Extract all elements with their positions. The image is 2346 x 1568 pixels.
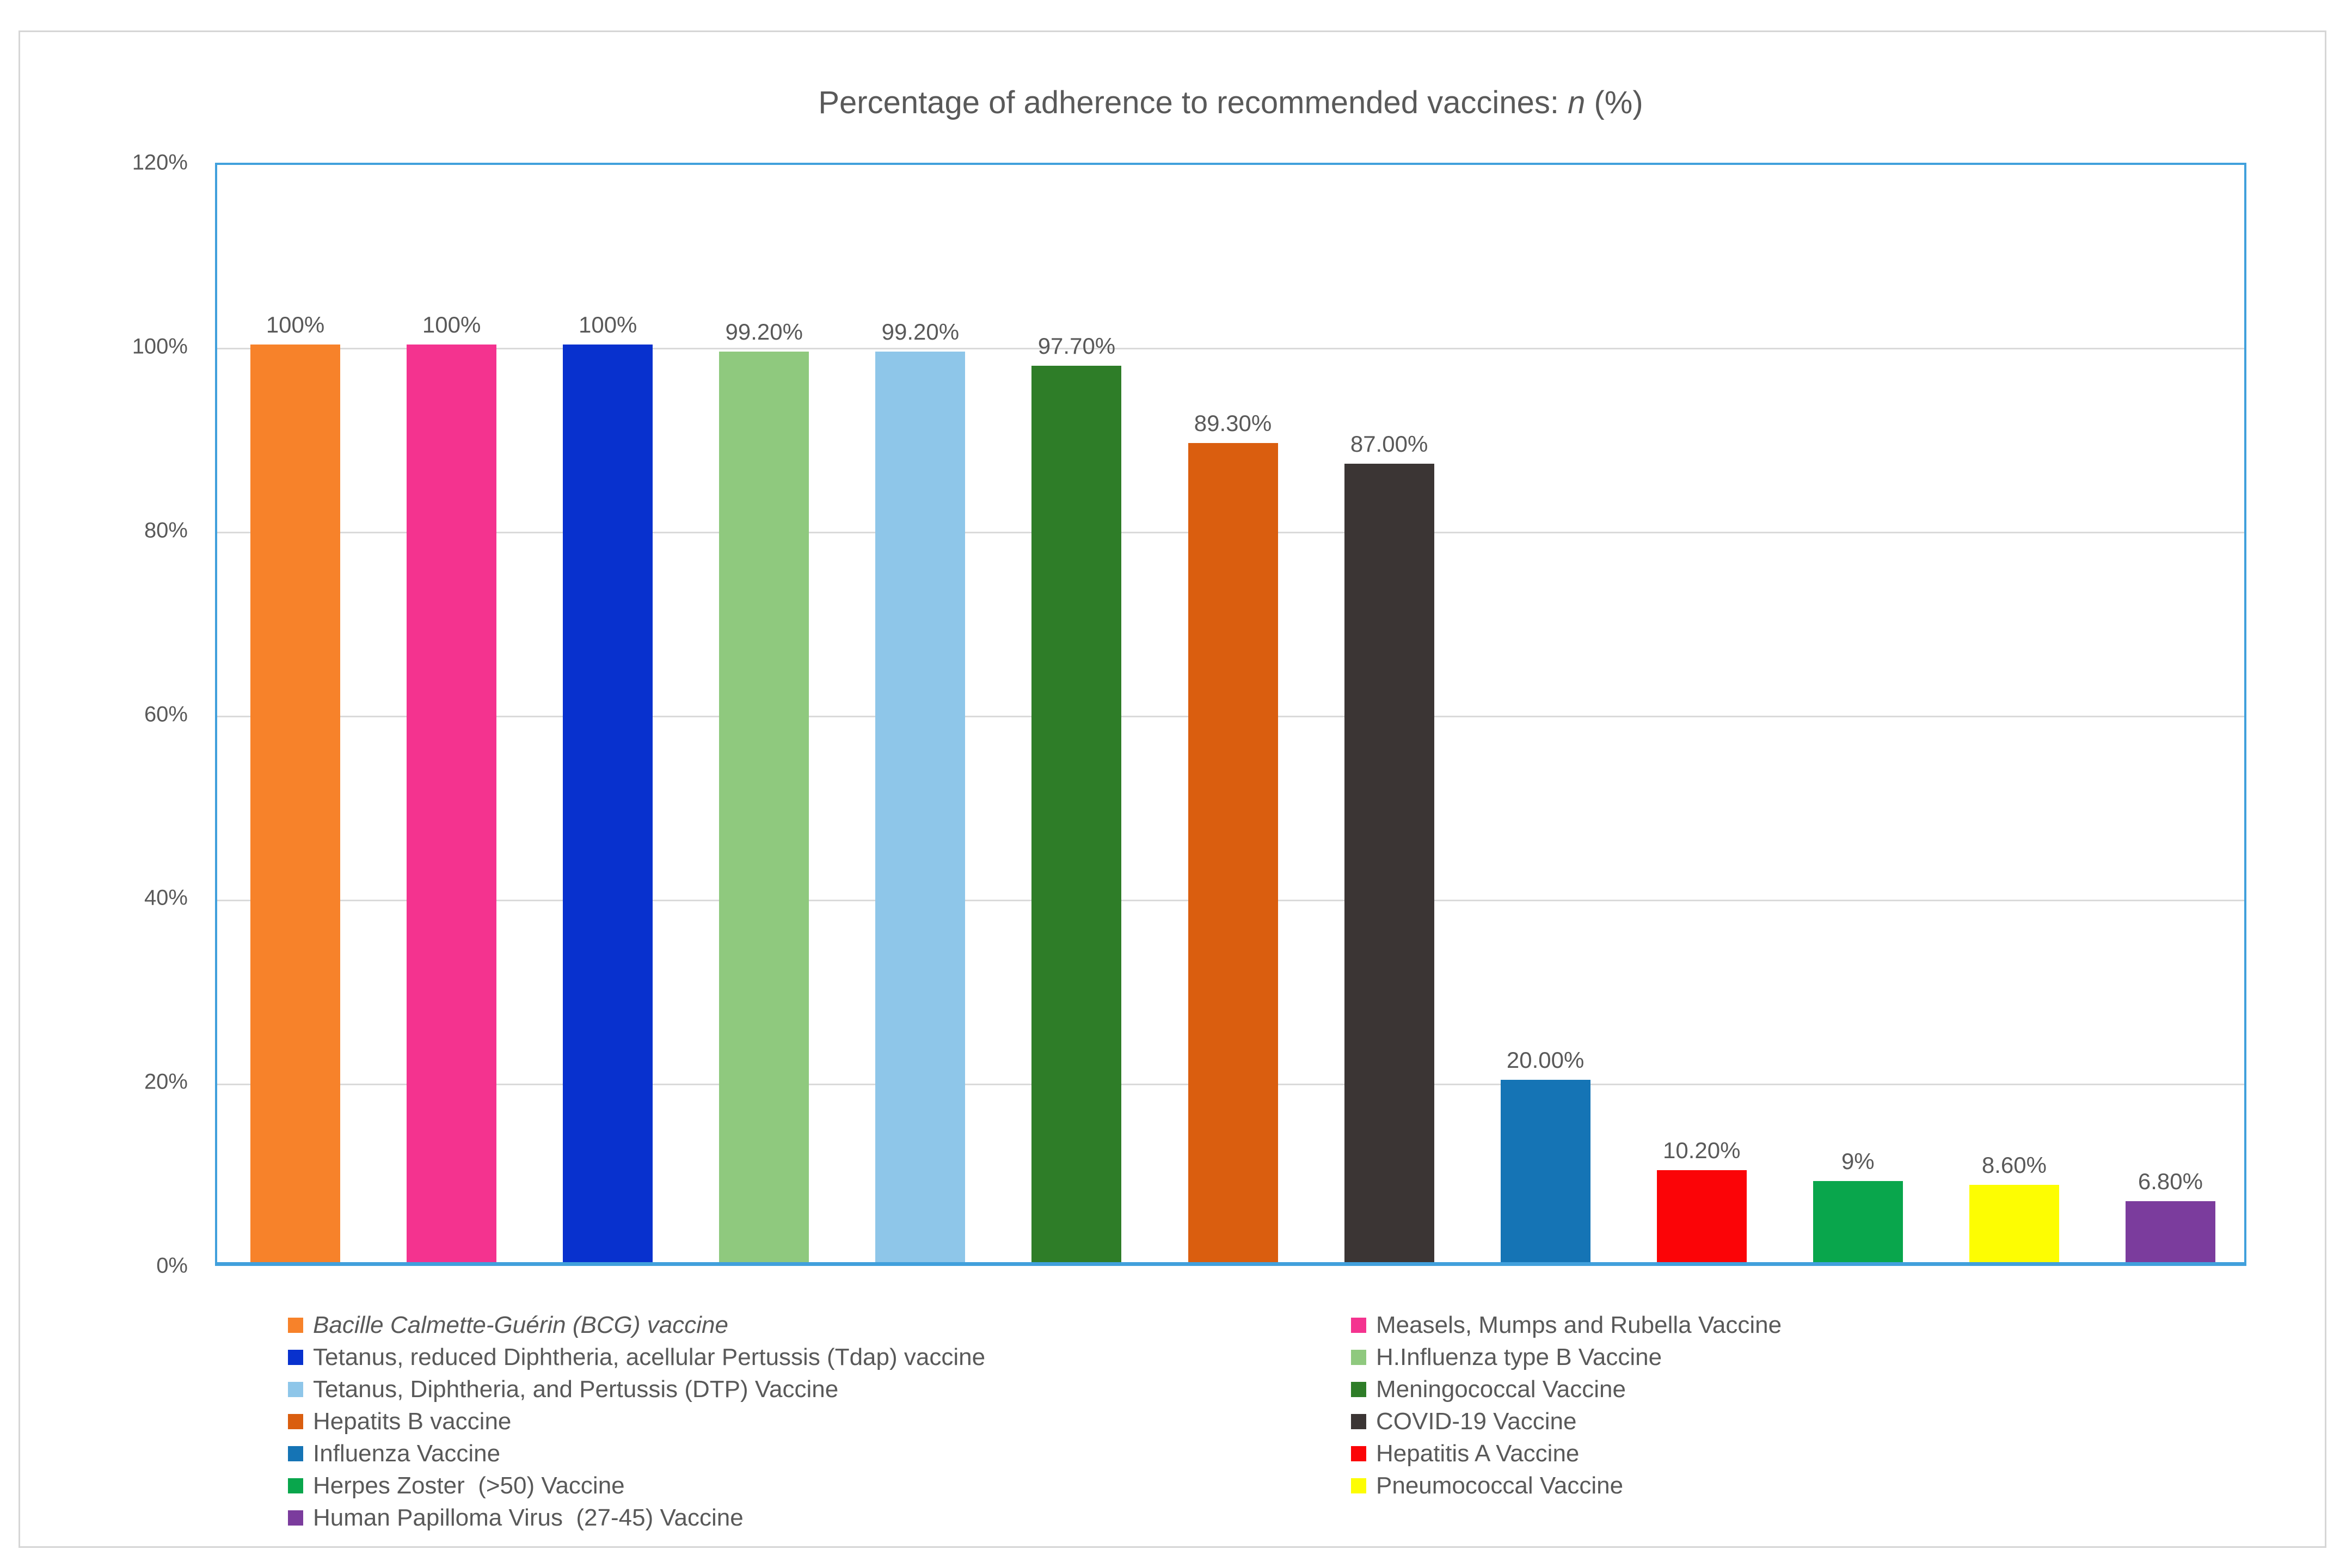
legend-item: Pneumococcal Vaccine bbox=[1351, 1469, 1623, 1502]
bar-value-label-1: 100% bbox=[266, 311, 325, 337]
legend-item-label: Hepatits B vaccine bbox=[313, 1408, 512, 1435]
bar-8 bbox=[1344, 464, 1434, 1264]
x-axis-line bbox=[215, 1262, 2246, 1266]
bar-value-label-9: 20.00% bbox=[1506, 1047, 1585, 1073]
legend-item-label: Meningococcal Vaccine bbox=[1376, 1376, 1626, 1403]
y-tick-label-80: 80% bbox=[144, 518, 188, 543]
legend-swatch-icon bbox=[288, 1478, 303, 1493]
bar-9 bbox=[1500, 1080, 1590, 1264]
legend-item-label: COVID-19 Vaccine bbox=[1376, 1408, 1577, 1435]
bar-6 bbox=[1031, 365, 1122, 1264]
legend-item: Influenza Vaccine bbox=[288, 1437, 500, 1470]
legend-swatch-icon bbox=[1351, 1350, 1366, 1365]
legend-item-label: Herpes Zoster (>50) Vaccine bbox=[313, 1472, 625, 1499]
bar-3 bbox=[563, 344, 653, 1264]
legend-swatch-icon bbox=[288, 1350, 303, 1365]
legend-item: Herpes Zoster (>50) Vaccine bbox=[288, 1469, 625, 1502]
legend-item-label: Pneumococcal Vaccine bbox=[1376, 1472, 1624, 1499]
legend-swatch-icon bbox=[1351, 1382, 1366, 1397]
bar-value-label-3: 100% bbox=[578, 311, 637, 337]
y-tick-label-100: 100% bbox=[132, 334, 188, 359]
legend-swatch-icon bbox=[288, 1318, 303, 1333]
bar-4 bbox=[719, 352, 809, 1264]
gridline-100 bbox=[217, 348, 2244, 350]
legend-item-label: H.Influenza type B Vaccine bbox=[1376, 1344, 1662, 1370]
chart-title: Percentage of adherence to recommended v… bbox=[215, 84, 2246, 125]
plot-area: 100% 100% 100% 99.20% 99.20% 97.70% 89.30% 87.0… bbox=[215, 163, 2246, 1266]
legend-item-label: Bacille Calmette-Guérin (BCG) vaccine bbox=[313, 1312, 728, 1338]
bar-value-label-6: 97.70% bbox=[1037, 333, 1116, 359]
legend-swatch-icon bbox=[288, 1382, 303, 1397]
bar-value-label-13: 6.80% bbox=[2138, 1169, 2203, 1195]
y-tick-label-60: 60% bbox=[144, 702, 188, 726]
bar-value-label-2: 100% bbox=[422, 311, 481, 337]
chart-title-suffix: (%) bbox=[1585, 85, 1643, 120]
bar-12 bbox=[1969, 1184, 2059, 1264]
legend-item-label: Tetanus, Diphtheria, and Pertussis (DTP)… bbox=[313, 1376, 839, 1403]
legend-item: Measels, Mumps and Rubella Vaccine bbox=[1351, 1309, 1782, 1342]
legend-item-label: Measels, Mumps and Rubella Vaccine bbox=[1376, 1312, 1782, 1338]
legend-item-label: Influenza Vaccine bbox=[313, 1440, 501, 1467]
legend-item: H.Influenza type B Vaccine bbox=[1351, 1341, 1662, 1374]
bar-value-label-4: 99.20% bbox=[725, 319, 803, 345]
legend-item: Bacille Calmette-Guérin (BCG) vaccine bbox=[288, 1309, 728, 1342]
legend-swatch-icon bbox=[1351, 1446, 1366, 1461]
chart-title-prefix: Percentage of adherence to recommended v… bbox=[818, 85, 1568, 120]
legend-swatch-icon bbox=[288, 1446, 303, 1461]
legend-item: COVID-19 Vaccine bbox=[1351, 1405, 1576, 1438]
legend-item: Hepatitis A Vaccine bbox=[1351, 1437, 1579, 1470]
bar-value-label-10: 10.20% bbox=[1662, 1137, 1741, 1163]
legend-swatch-icon bbox=[1351, 1414, 1366, 1429]
legend-item: Meningococcal Vaccine bbox=[1351, 1373, 1626, 1406]
legend-item: Human Papilloma Virus (27-45) Vaccine bbox=[288, 1502, 744, 1534]
bar-2 bbox=[407, 344, 497, 1264]
y-tick-label-20: 20% bbox=[144, 1069, 188, 1094]
legend-item-label: Tetanus, reduced Diphtheria, acellular P… bbox=[313, 1344, 986, 1370]
bar-value-label-7: 89.30% bbox=[1194, 410, 1272, 436]
legend-item-label: Human Papilloma Virus (27-45) Vaccine bbox=[313, 1504, 744, 1531]
legend-swatch-icon bbox=[288, 1414, 303, 1429]
bar-10 bbox=[1656, 1170, 1747, 1264]
legend-swatch-icon bbox=[1351, 1318, 1366, 1333]
legend-item: Tetanus, Diphtheria, and Pertussis (DTP)… bbox=[288, 1373, 838, 1406]
bar-value-label-5: 99.20% bbox=[881, 319, 960, 345]
legend-swatch-icon bbox=[1351, 1478, 1366, 1493]
bar-5 bbox=[875, 352, 966, 1264]
legend-item: Hepatits B vaccine bbox=[288, 1405, 511, 1438]
bar-value-label-12: 8.60% bbox=[1981, 1152, 2047, 1178]
legend-item-label: Hepatitis A Vaccine bbox=[1376, 1440, 1580, 1467]
legend-item: Tetanus, reduced Diphtheria, acellular P… bbox=[288, 1341, 985, 1374]
chart-title-italic-n: n bbox=[1568, 85, 1586, 120]
y-tick-label-0: 0% bbox=[156, 1253, 188, 1278]
legend-swatch-icon bbox=[288, 1510, 303, 1526]
bar-1 bbox=[250, 344, 341, 1264]
y-tick-label-120: 120% bbox=[132, 150, 188, 175]
y-tick-label-40: 40% bbox=[144, 886, 188, 910]
bar-value-label-8: 87.00% bbox=[1350, 431, 1428, 457]
bar-value-label-11: 9% bbox=[1841, 1148, 1875, 1174]
chart-figure: Percentage of adherence to recommended v… bbox=[19, 30, 2326, 1548]
bar-11 bbox=[1813, 1180, 1903, 1264]
bar-13 bbox=[2125, 1201, 2215, 1264]
bar-7 bbox=[1188, 442, 1278, 1264]
